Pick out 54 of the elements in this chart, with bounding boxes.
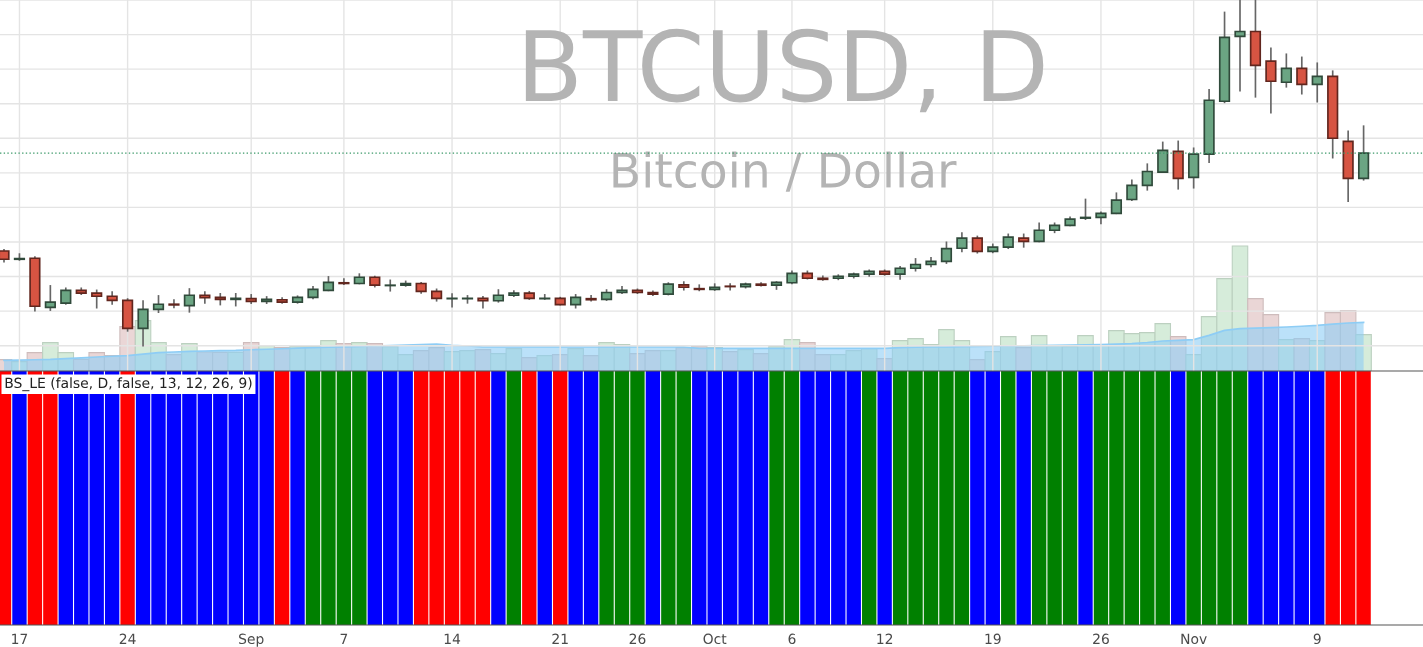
candlestick	[1188, 147, 1200, 189]
bar	[1015, 347, 1032, 371]
candlestick	[1234, 0, 1246, 92]
x-tick-label: 9	[1313, 633, 1321, 645]
bar	[737, 349, 754, 371]
bar	[1293, 338, 1311, 371]
text: Bitcoin / Dollar	[613, 151, 957, 192]
bar	[536, 355, 554, 371]
x-tick-label: Oct	[703, 633, 727, 645]
candlestick	[585, 295, 597, 302]
candlestick	[183, 288, 196, 313]
x-tick-label: 26	[1093, 633, 1109, 645]
candlestick	[44, 285, 56, 311]
x-tick-label: 7	[340, 633, 348, 644]
candlestick	[199, 291, 211, 304]
candlestick	[1265, 47, 1277, 114]
candlestick	[137, 300, 149, 347]
bar	[227, 351, 245, 371]
candlestick	[1157, 141, 1169, 173]
candlestick	[1110, 192, 1123, 215]
candlestick	[446, 293, 458, 308]
annotation: BS_LE (false, D, false, 13, 12, 26, 9)	[5, 377, 252, 392]
x-tick-label: 24	[119, 633, 136, 644]
candlestick	[91, 289, 103, 309]
candlestick	[1280, 53, 1292, 88]
x-tick-label: 14	[444, 633, 461, 644]
x-tick-label: Sep	[239, 633, 264, 647]
x-tick-label: 19	[985, 633, 1001, 645]
candlestick	[616, 286, 628, 294]
candlestick	[338, 278, 350, 286]
x-tick-label: 26	[629, 633, 646, 645]
x-tick-label: Nov	[1181, 633, 1207, 645]
candlestick	[956, 232, 968, 253]
candlestick	[384, 279, 396, 292]
x-tick-label: 6	[788, 633, 796, 645]
candlestick	[1079, 198, 1092, 221]
candlestick	[539, 294, 551, 300]
bar	[1355, 334, 1372, 371]
candlestick	[1311, 62, 1323, 103]
candlestick	[477, 296, 489, 309]
x-tick-label: 12	[877, 633, 893, 644]
candlestick	[1141, 163, 1153, 191]
chart-title: BTCUSD, D	[525, 28, 1044, 113]
candlestick	[1296, 56, 1308, 95]
candlestick	[168, 299, 180, 309]
candlestick	[817, 275, 829, 281]
candlestick	[693, 284, 705, 292]
x-tick-label: 17	[12, 633, 28, 644]
candlestick	[678, 281, 690, 291]
candlestick	[1126, 179, 1138, 201]
x-tick-label: 21	[552, 633, 568, 644]
candlestick	[940, 241, 953, 264]
bar	[567, 348, 584, 371]
candlestick	[724, 283, 736, 291]
